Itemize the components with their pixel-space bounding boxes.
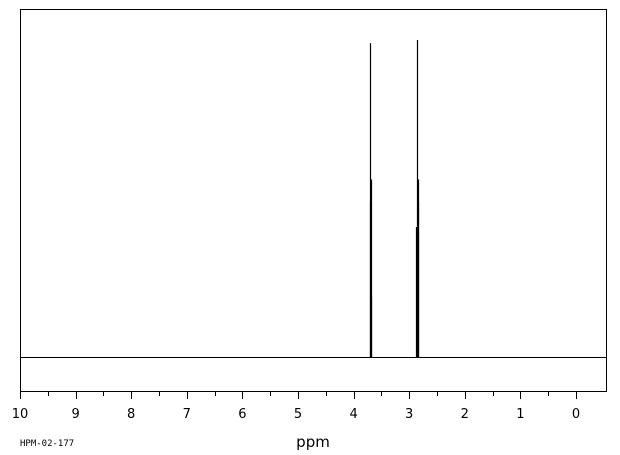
- x-tick-label: 2: [461, 407, 469, 422]
- x-tick-label: 3: [405, 407, 413, 422]
- plot-frame: [20, 9, 607, 392]
- peaks-layer: [369, 40, 420, 357]
- x-tick-label: 7: [183, 407, 191, 422]
- x-tick-label: 6: [238, 407, 246, 422]
- x-tick-label: 5: [294, 407, 302, 422]
- x-axis-label: ppm: [296, 433, 330, 451]
- x-axis-ticks: 10 9 8 7 6 5 4 3 2 1 0: [12, 392, 580, 422]
- x-tick-label: 1: [516, 407, 524, 422]
- x-tick-label: 9: [71, 407, 79, 422]
- x-tick-label: 0: [572, 407, 580, 422]
- x-tick-label: 10: [12, 407, 29, 422]
- sample-code-label: HPM-02-177: [20, 439, 74, 449]
- x-tick-label: 4: [349, 407, 357, 422]
- x-tick-label: 8: [127, 407, 135, 422]
